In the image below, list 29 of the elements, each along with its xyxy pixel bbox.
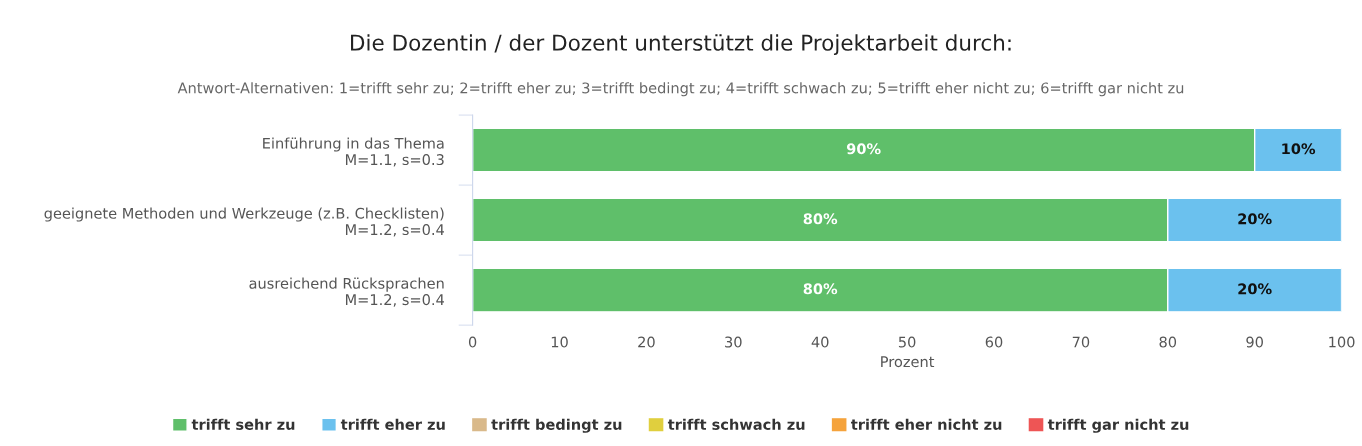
x-tick-label: 0	[468, 336, 477, 348]
data-label: 80%	[803, 283, 838, 295]
data-label: 90%	[846, 143, 881, 155]
legend-label: trifft bedingt zu	[491, 418, 622, 433]
y-tick-label: geeignete Methoden und Werkzeuge (z.B. Checklisten) M=1.2, s=0.4	[44, 207, 445, 237]
data-label: 80%	[803, 213, 838, 225]
legend-label: trifft sehr zu	[191, 418, 295, 430]
x-tick-label: 100	[1329, 336, 1355, 348]
x-tick-label: 10	[551, 336, 568, 348]
data-label: 20%	[1238, 283, 1272, 295]
legend-label: trifft schwach zu	[667, 418, 805, 430]
x-tick-label: 30	[725, 336, 742, 348]
x-tick-label: 80	[1159, 336, 1177, 348]
x-tick-label: 20	[638, 336, 655, 348]
x-tick-label: 40	[811, 336, 829, 348]
x-tick-label: 60	[985, 336, 1003, 348]
chart-subtitle: Antwort-Alternativen: 1=trifft sehr zu; 2=trifft eher zu; 3=trifft bedingt zu; 4=trifft schwach zu; 5=trifft eher nicht zu; 6=trifft gar nicht zu	[177, 82, 1184, 97]
legend-label: trifft eher zu	[340, 418, 445, 430]
data-label: 10%	[1282, 143, 1316, 155]
x-tick-label: 70	[1072, 336, 1090, 348]
legend-label: trifft gar nicht zu	[1047, 418, 1189, 433]
x-tick-label: 50	[898, 336, 916, 348]
x-axis-title: Prozent	[881, 356, 935, 368]
legend-label: trifft eher nicht zu	[851, 418, 1002, 430]
y-tick-label: ausreichend Rücksprachen M=1.2, s=0.4	[249, 277, 445, 307]
data-label: 20%	[1238, 213, 1272, 225]
chart-title: Die Dozentin / der Dozent unterstützt die Projektarbeit durch:	[351, 34, 1011, 56]
y-tick-label: Einführung in das Thema M=1.1, s=0.3	[263, 137, 444, 167]
x-tick-label: 90	[1246, 336, 1263, 348]
